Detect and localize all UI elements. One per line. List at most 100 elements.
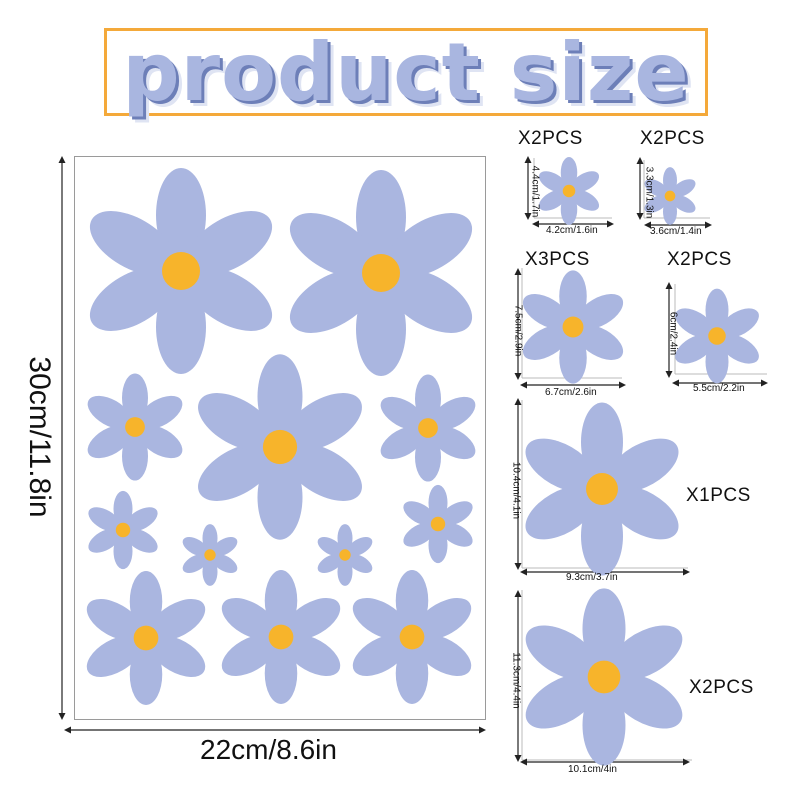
petal	[582, 684, 626, 766]
sticker-2-width-label: 3.6cm/1.4in	[650, 226, 702, 237]
flower-center	[133, 625, 159, 651]
sheet-flower-large-1	[89, 168, 273, 374]
petal	[285, 393, 362, 451]
petal	[719, 308, 759, 338]
sticker-1-qty: X2PCS	[518, 128, 583, 149]
sticker-4-height-arrow-head-top	[665, 282, 673, 289]
sticker-3-qty: X3PCS	[525, 249, 590, 270]
petal	[415, 598, 472, 640]
flower-center	[204, 549, 216, 561]
petal	[182, 537, 209, 557]
flower-center	[362, 254, 400, 292]
petal	[317, 537, 344, 557]
petal	[138, 395, 183, 430]
petal	[149, 599, 206, 641]
petal	[87, 424, 132, 459]
page-title: product size	[122, 26, 690, 119]
petal	[403, 522, 436, 547]
title-banner: product size	[104, 26, 708, 119]
petal	[352, 598, 409, 640]
sticker-1-width-label: 4.2cm/1.6in	[546, 225, 598, 236]
flower-center	[587, 660, 621, 694]
petal	[538, 171, 568, 193]
petal	[285, 443, 362, 501]
petal	[198, 443, 275, 501]
petal	[125, 528, 158, 553]
petal	[257, 455, 303, 540]
sticker-5-height-arrow-head-top	[514, 398, 522, 405]
sticker-2-width-arrow-head-right	[705, 221, 712, 229]
sticker-4-width-label: 5.5cm/2.2in	[693, 383, 745, 394]
sheet-width-label: 22cm/8.6in	[200, 734, 337, 765]
petal	[705, 340, 729, 384]
petal	[570, 171, 600, 193]
sticker-3-height-arrow-head-top	[514, 268, 522, 275]
petal	[86, 635, 143, 677]
petal	[440, 522, 473, 547]
petal	[202, 524, 218, 553]
flower-center	[430, 516, 446, 532]
petal	[356, 282, 406, 376]
petal	[89, 211, 176, 275]
petal	[122, 431, 148, 481]
sticker-5-height-arrow-head-bottom	[514, 563, 522, 570]
flower-center	[664, 190, 676, 202]
petal	[705, 288, 729, 332]
sticker-5-width-label: 9.3cm/3.7in	[566, 572, 618, 583]
petal	[581, 402, 623, 482]
petal	[129, 643, 163, 705]
sticker-6-width-arrow-head-right	[683, 758, 690, 766]
petal	[125, 507, 158, 532]
sticker-2-flower	[644, 167, 696, 225]
sticker-6-height-arrow-head-bottom	[514, 755, 522, 762]
petal	[525, 673, 599, 729]
petal	[560, 193, 578, 225]
sticker-3-width-arrow-head-left	[520, 381, 527, 389]
sheet-flower-large-2	[289, 170, 473, 376]
petal	[156, 168, 206, 262]
petal	[337, 557, 353, 586]
sticker-1-flower	[538, 157, 600, 225]
petal	[352, 634, 409, 676]
petal	[386, 269, 473, 333]
sticker-5-width-arrow-head-left	[520, 568, 527, 576]
petal	[663, 167, 677, 194]
sticker-4-height-label: 6cm/2.4in	[667, 311, 679, 356]
sticker-6-qty: X2PCS	[689, 677, 754, 698]
petal	[289, 269, 376, 333]
petal	[289, 213, 376, 277]
sticker-6-width-arrow-head-left	[520, 758, 527, 766]
petal	[606, 438, 679, 493]
petal	[671, 194, 696, 213]
petal	[386, 213, 473, 277]
petal	[559, 331, 587, 384]
sticker-4-width-arrow-head-left	[672, 379, 679, 387]
petal	[221, 634, 278, 676]
sticker-2-height-arrow-head-bottom	[636, 213, 644, 220]
petal	[380, 396, 425, 431]
petal	[113, 533, 133, 570]
petal	[609, 673, 683, 729]
petal	[211, 553, 238, 573]
sticker-5-height-label: 10.4cm/4.1in	[510, 461, 522, 520]
petal	[570, 189, 600, 211]
petal	[644, 194, 669, 213]
petal	[606, 485, 679, 540]
sticker-1-height-arrow-head-bottom	[524, 213, 532, 220]
petal	[257, 354, 303, 439]
sticker-4-width-arrow-head-right	[761, 379, 768, 387]
sticker-2-height-arrow-head-top	[636, 157, 644, 164]
petal	[346, 537, 373, 557]
petal	[88, 528, 121, 553]
flower-center	[562, 184, 576, 198]
petal	[122, 373, 148, 423]
petal	[395, 570, 429, 632]
sticker-6-height-arrow-head-top	[514, 590, 522, 597]
petal	[113, 490, 133, 527]
sticker-1-height-label: 4.4cm/1.7in	[529, 165, 541, 218]
flower-center	[268, 624, 294, 650]
petal	[403, 501, 436, 526]
sticker-2-width-arrow-head-left	[644, 221, 651, 229]
petal	[211, 537, 238, 557]
sticker-4-height-arrow-head-bottom	[665, 371, 673, 378]
